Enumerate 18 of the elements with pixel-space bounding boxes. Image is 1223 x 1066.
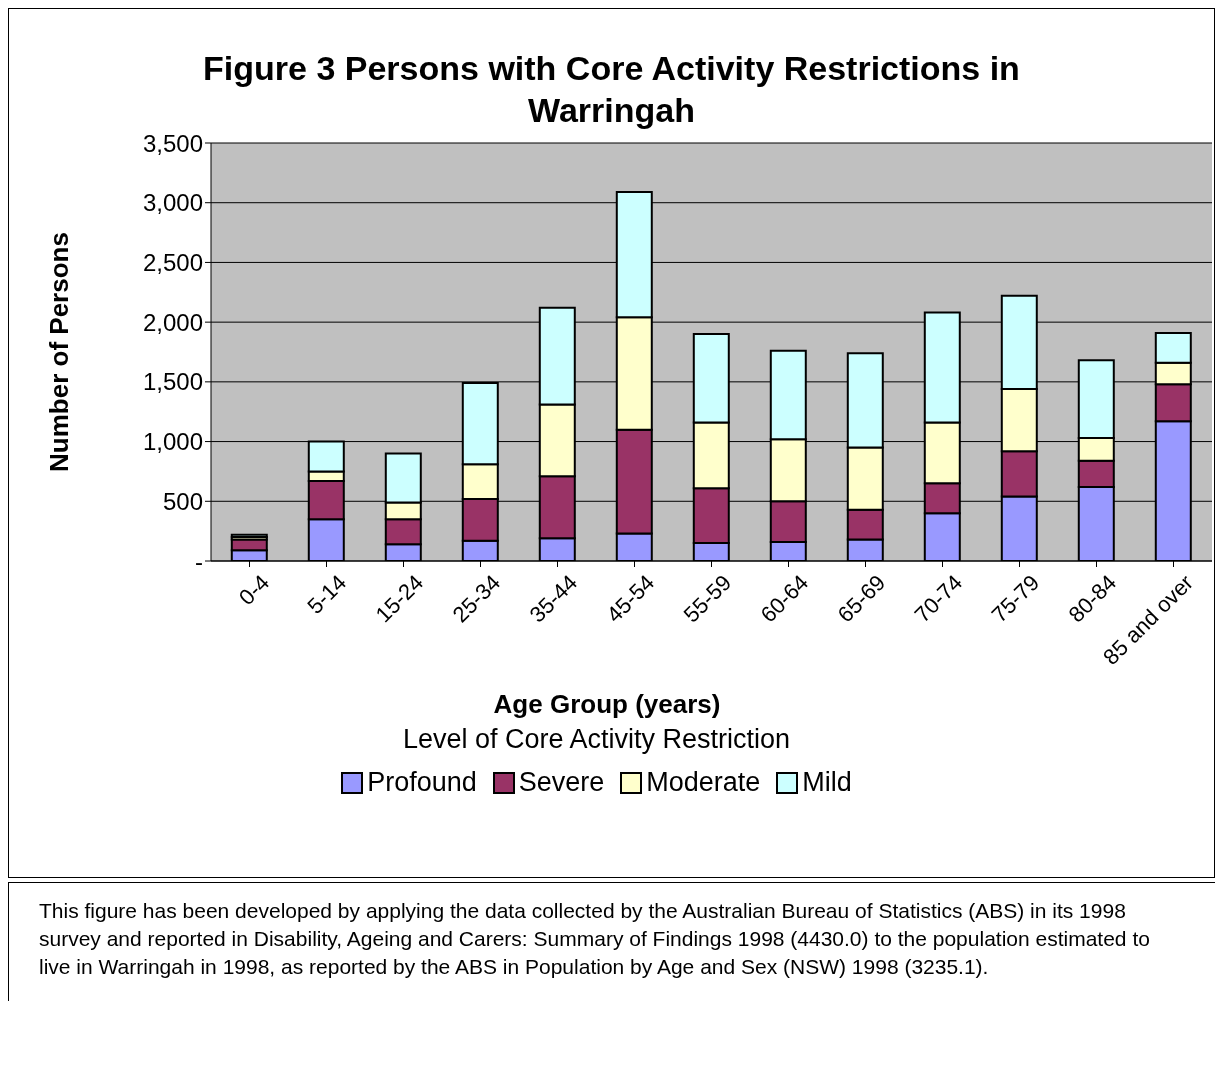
legend-label: Profound [367,767,477,798]
y-tick-label: 500 [162,487,203,515]
y-axis-title: Number of Persons [44,232,75,472]
chart-title: Figure 3 Persons with Core Activity Restrictions in Warringah [202,48,1021,131]
y-tick-label: 3,000 [142,189,203,217]
y-tick-label: 3,500 [142,129,203,157]
legend-label: Moderate [646,767,761,798]
x-tick-label: 0-4 [233,569,275,611]
y-tick-label: 1,500 [142,368,203,396]
legend-label: Mild [802,767,852,798]
x-axis-title: Age Group (years) [493,689,721,719]
y-tick-label: 2,500 [142,248,203,276]
legend-label: Severe [518,767,605,798]
text: This figure has been developed by applying the data collected by the Australian Bureau of Statistics (ABS) in its 1998 survey and reported in Disability, Ageing and Carers: Summary of Findings 1998 (4430.0) to the population estimated to live in Warringah in 1998, as reported by the ABS in Population by Age and Sex (NSW) 1998 (3235.1). [39,898,1151,980]
y-tick-label: - [195,547,203,575]
legend-title: Level of Core Activity Restriction [401,724,792,755]
y-tick-label: 1,000 [142,428,203,456]
y-tick-label: 2,000 [142,308,203,336]
